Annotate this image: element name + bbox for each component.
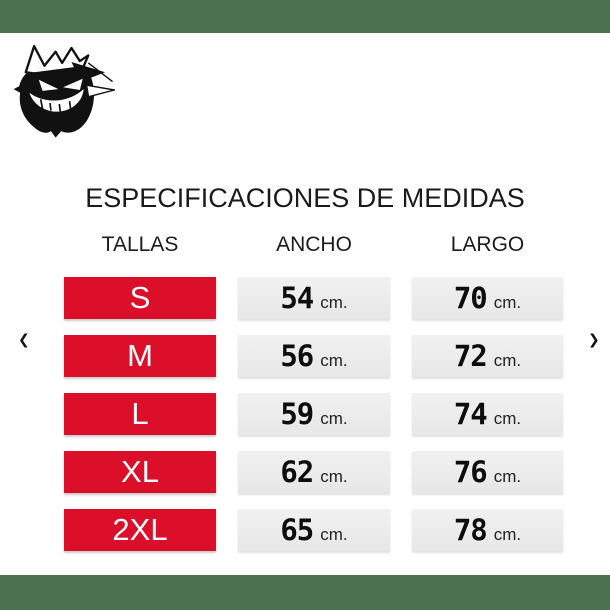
- page-background-band-top: [0, 0, 610, 33]
- size-badge: XL: [64, 451, 216, 493]
- ancho-unit: cm.: [320, 467, 348, 486]
- largo-value: 74: [453, 397, 488, 431]
- ancho-cell: 59 cm.: [238, 393, 390, 435]
- ancho-value: 65: [280, 513, 314, 547]
- carousel-prev-button[interactable]: ❮: [14, 331, 34, 349]
- size-table: S 54 cm. 70 cm. M 56 cm. 72 cm. L 59 cm. 74 cm…: [64, 277, 563, 567]
- table-row: 2XL 65 cm. 78 cm.: [64, 509, 563, 551]
- largo-cell: 74 cm.: [412, 393, 563, 435]
- largo-value: 78: [453, 513, 488, 547]
- ancho-value: 62: [280, 455, 314, 489]
- largo-cell: 70 cm.: [412, 277, 563, 319]
- chevron-right-icon: ❯: [588, 332, 600, 348]
- largo-cell: 72 cm.: [412, 335, 563, 377]
- table-header-row: TALLAS ANCHO LARGO: [64, 233, 563, 257]
- table-row: XL 62 cm. 76 cm.: [64, 451, 563, 493]
- column-header-tallas: TALLAS: [101, 233, 179, 256]
- largo-value: 72: [453, 339, 488, 373]
- largo-unit: cm.: [493, 467, 522, 486]
- largo-unit: cm.: [493, 351, 522, 370]
- largo-unit: cm.: [493, 525, 522, 544]
- ancho-cell: 56 cm.: [238, 335, 390, 377]
- gengar-icon: [13, 44, 116, 138]
- ancho-cell: 54 cm.: [238, 277, 390, 319]
- largo-cell: 78 cm.: [412, 509, 563, 551]
- chevron-left-icon: ❮: [18, 332, 30, 348]
- largo-value: 70: [453, 281, 488, 315]
- table-row: M 56 cm. 72 cm.: [64, 335, 563, 377]
- ancho-cell: 62 cm.: [238, 451, 390, 493]
- table-row: S 54 cm. 70 cm.: [64, 277, 563, 319]
- gengar-logo: [8, 36, 120, 144]
- ancho-cell: 65 cm.: [238, 509, 390, 551]
- ancho-unit: cm.: [320, 525, 348, 544]
- largo-unit: cm.: [493, 409, 522, 428]
- largo-cell: 76 cm.: [412, 451, 563, 493]
- column-header-ancho: ANCHO: [276, 233, 352, 256]
- carousel-next-button[interactable]: ❯: [584, 331, 604, 349]
- table-row: L 59 cm. 74 cm.: [64, 393, 563, 435]
- ancho-unit: cm.: [320, 351, 348, 370]
- ancho-value: 54: [280, 281, 314, 315]
- size-badge: L: [64, 393, 216, 435]
- size-chart-title: ESPECIFICACIONES DE MEDIDAS: [85, 183, 525, 213]
- ancho-unit: cm.: [320, 293, 348, 312]
- size-badge: 2XL: [64, 509, 216, 551]
- page-background-band-bottom: [0, 575, 610, 610]
- column-header-largo: LARGO: [450, 233, 525, 256]
- size-badge: M: [64, 335, 216, 377]
- ancho-value: 56: [280, 339, 314, 373]
- ancho-value: 59: [280, 397, 314, 431]
- largo-unit: cm.: [493, 293, 522, 312]
- size-badge: S: [64, 277, 216, 319]
- ancho-unit: cm.: [320, 409, 348, 428]
- largo-value: 76: [453, 455, 488, 489]
